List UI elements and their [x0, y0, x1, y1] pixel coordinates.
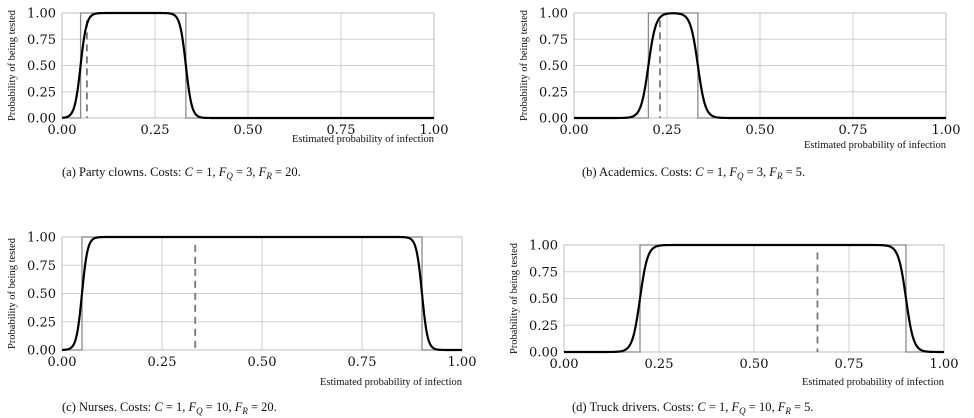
x-tick-label: 1.00 [930, 357, 959, 372]
x-axis-label: Estimated probability of infection [292, 134, 435, 145]
y-tick-label: 0.00 [529, 346, 558, 361]
y-axis-label: Probability of being tested [509, 242, 520, 354]
y-tick-label: 0.00 [539, 112, 568, 127]
x-tick-label: 0.00 [550, 357, 579, 372]
subfigure-caption: (c) Nurses. Costs: C = 1, FQ = 10, FR = … [62, 400, 277, 416]
y-tick-label: 0.25 [539, 85, 568, 100]
x-tick-label: 0.75 [839, 123, 868, 138]
y-tick-label: 1.00 [27, 231, 56, 246]
y-tick-label: 1.00 [27, 7, 56, 22]
subfigure-caption: (b) Academics. Costs: C = 1, FQ = 3, FR … [582, 165, 805, 181]
chart-panel-4: 0.00 0.25 0.50 0.75 1.00 0.00 0.25 0.50 0.75 1.00… [509, 239, 958, 417]
y-tick-label: 0.75 [539, 33, 568, 48]
x-axis-label: Estimated probability of infection [802, 377, 945, 388]
x-tick-label: 0.50 [248, 355, 277, 370]
y-tick-label: 1.00 [529, 239, 558, 254]
subfigure-caption: (a) Party clowns. Costs: C = 1, FQ = 3, … [62, 165, 301, 181]
x-tick-label: 0.50 [740, 357, 769, 372]
smooth-probability-curve [61, 11, 434, 120]
x-tick-label: 0.00 [48, 355, 77, 370]
x-tick-label: 0.00 [48, 123, 77, 138]
x-tick-label: 0.25 [148, 355, 177, 370]
x-tick-label: 0.25 [645, 357, 674, 372]
x-tick-label: 0.25 [653, 123, 682, 138]
y-tick-label: 0.50 [529, 292, 558, 307]
x-tick-label: 1.00 [448, 355, 477, 370]
y-tick-label: 0.50 [539, 59, 568, 74]
y-tick-label: 0.00 [27, 344, 56, 359]
y-axis-label: Probability of being tested [519, 9, 530, 121]
y-tick-label: 0.75 [27, 33, 56, 48]
smooth-probability-curve [564, 243, 945, 354]
subfigure-caption: (d) Truck drivers. Costs: C = 1, FQ = 10… [572, 400, 814, 416]
y-tick-label: 0.25 [27, 85, 56, 100]
x-tick-label: 0.50 [234, 123, 263, 138]
y-tick-label: 1.00 [539, 7, 568, 22]
x-tick-label: 0.75 [348, 355, 377, 370]
chart-panel-1: 0.00 0.25 0.50 0.75 1.00 0.00 0.25 0.50 0.75 1.00… [7, 7, 448, 182]
x-axis-label: Estimated probability of infection [804, 140, 947, 151]
y-axis-label: Probability of being tested [7, 9, 18, 121]
y-tick-label: 0.75 [529, 265, 558, 280]
y-tick-label: 0.50 [27, 287, 56, 302]
y-axis-label: Probability of being tested [7, 237, 18, 349]
x-tick-label: 0.25 [141, 123, 170, 138]
x-tick-label: 0.50 [746, 123, 775, 138]
x-tick-label: 1.00 [932, 123, 961, 138]
x-tick-label: 0.75 [327, 123, 356, 138]
chart-panel-3: 0.00 0.25 0.50 0.75 1.00 0.00 0.25 0.50 0.75 1.00… [7, 231, 476, 417]
y-tick-label: 0.50 [27, 59, 56, 74]
y-tick-label: 0.25 [529, 319, 558, 334]
y-tick-label: 0.25 [27, 315, 56, 330]
x-tick-label: 0.00 [560, 123, 589, 138]
smooth-probability-curve [574, 12, 946, 120]
x-axis-label: Estimated probability of infection [320, 377, 463, 388]
x-tick-label: 0.75 [835, 357, 864, 372]
x-tick-label: 1.00 [420, 123, 449, 138]
y-tick-label: 0.75 [27, 259, 56, 274]
smooth-probability-curve [61, 235, 462, 352]
y-tick-label: 0.00 [27, 112, 56, 127]
chart-panel-2: 0.00 0.25 0.50 0.75 1.00 0.00 0.25 0.50 0.75 1.00… [519, 7, 960, 182]
